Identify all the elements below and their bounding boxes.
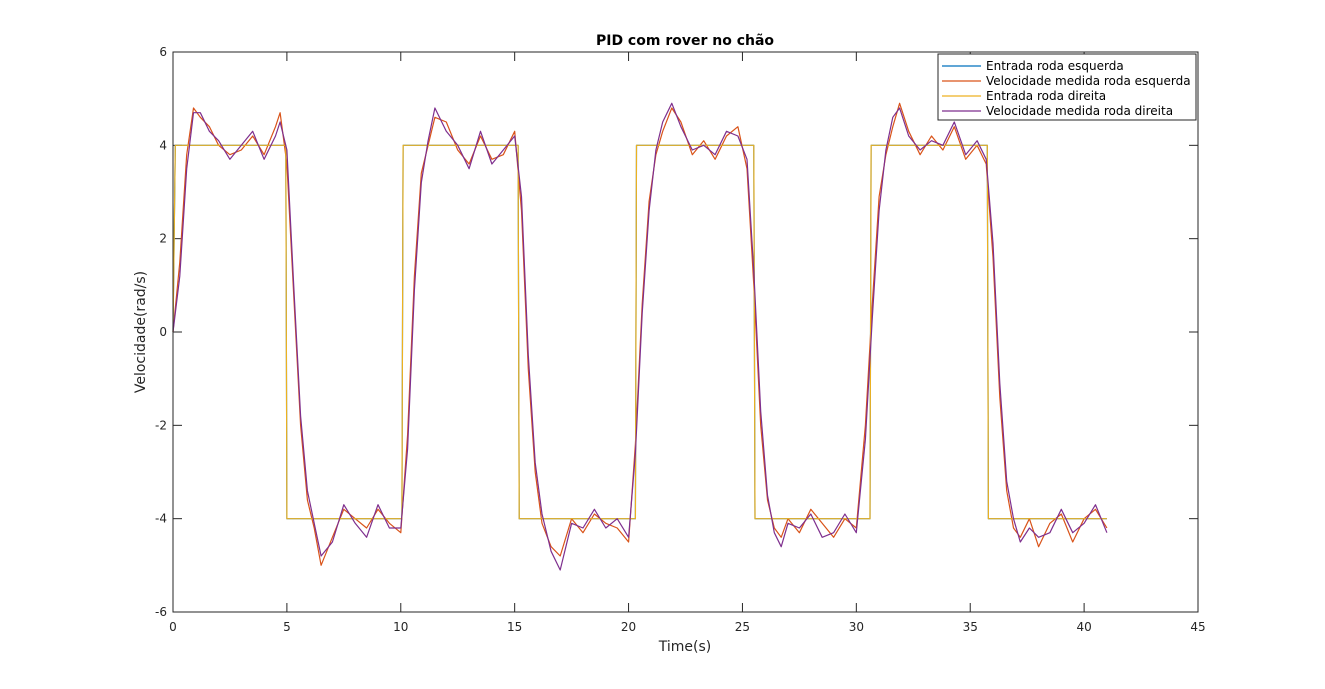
legend-label: Entrada roda direita <box>986 89 1106 103</box>
y-axis-title: Velocidade(rad/s) <box>133 271 149 393</box>
y-tick-label: -6 <box>155 605 167 619</box>
x-tick-label: 0 <box>169 620 177 634</box>
axes-box <box>172 51 1199 613</box>
y-tick-label: -4 <box>155 512 167 526</box>
y-tick-label: 6 <box>159 45 167 59</box>
x-tick-label: 30 <box>849 620 864 634</box>
x-tick-label: 35 <box>963 620 978 634</box>
legend-label: Velocidade medida roda direita <box>986 104 1173 118</box>
tick-labels: 0 5 10 15 20 25 30 35 40 45 -6 -4 -2 0 2 4 6 <box>155 45 1206 634</box>
series-layer <box>172 102 1108 571</box>
legend-label: Velocidade medida roda esquerda <box>986 74 1191 88</box>
x-tick-label: 15 <box>507 620 522 634</box>
series-line-4 <box>172 102 1108 571</box>
x-tick-label: 20 <box>621 620 636 634</box>
x-tick-label: 45 <box>1190 620 1205 634</box>
y-tick-label: 4 <box>159 138 167 152</box>
y-tick-label: -2 <box>155 418 167 432</box>
x-tick-label: 10 <box>393 620 408 634</box>
x-tick-label: 25 <box>735 620 750 634</box>
x-tick-label: 40 <box>1076 620 1091 634</box>
x-axis-title: Time(s) <box>658 639 711 655</box>
y-tick-label: 2 <box>159 232 167 246</box>
chart-title: PID com rover no chão <box>596 33 774 49</box>
x-tick-label: 5 <box>283 620 291 634</box>
series-line-3 <box>172 144 1107 520</box>
legend-box <box>937 53 1197 121</box>
y-tick-label: 0 <box>159 325 167 339</box>
legend-label: Entrada roda esquerda <box>986 59 1124 73</box>
